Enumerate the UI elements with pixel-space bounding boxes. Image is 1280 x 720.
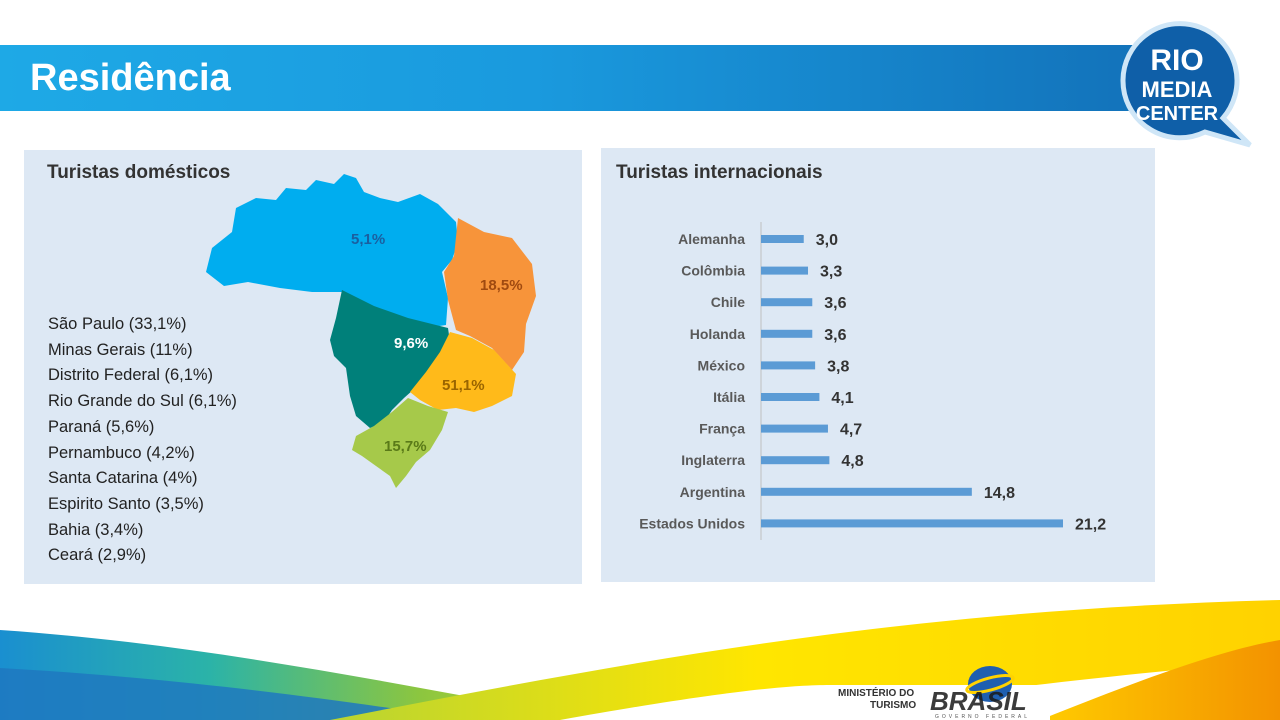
region-north [206,174,458,328]
bar [761,393,820,401]
region-center-west [330,290,450,428]
state-item: Paraná (5,6%) [48,417,155,436]
international-bar-chart: Alemanha 3,0 Colômbia 3,3 Chile 3,6 Holanda 3,6… [639,222,1106,540]
label-center-west: 9,6% [394,335,428,352]
bar [761,329,813,338]
state-item: Santa Catarina (4%) [48,469,198,488]
bar [761,519,1063,528]
category-label: França [699,421,745,437]
bar [761,361,816,370]
title-bar: Residência [0,45,1180,111]
category-label: Argentina [680,484,746,500]
value-label: 4,7 [840,422,862,439]
brasil-subtitle: GOVERNO FEDERAL [935,714,1030,720]
category-label: México [698,357,745,373]
region-south [352,398,448,488]
footer-decoration: MINISTÉRIO DO TURISMO BRASIL GOVERNO FED… [0,600,1280,720]
brazil-map: 5,1% 18,5% 9,6% 51,1% 15,7% [206,174,536,488]
state-item: Rio Grande do Sul (6,1%) [48,392,237,411]
state-item: Bahia (3,4%) [48,520,144,539]
region-southeast [410,332,516,412]
bar [761,266,809,275]
value-label: 3,8 [827,358,849,375]
category-label: Alemanha [678,231,745,247]
international-panel: Turistas internacionais Alemanha 3,0 Colôm… [601,148,1155,582]
ministry-line-2: TURISMO [870,700,916,711]
logo-line-2: MEDIA [1142,77,1213,102]
state-list: São Paulo (33,1%) Minas Gerais (11%) Dis… [48,312,237,569]
category-label: Holanda [690,326,745,342]
category-label: Itália [713,389,745,405]
state-item: Minas Gerais (11%) [48,340,193,359]
value-label: 3,6 [824,295,846,312]
region-northeast [444,218,536,370]
state-item: São Paulo (33,1%) [48,315,187,333]
bar [761,487,972,496]
value-label: 4,8 [841,453,863,470]
domestic-panel: Turistas domésticos 5,1% 18,5% 9,6% 51,1… [24,150,582,584]
label-northeast: 18,5% [480,277,523,294]
state-item: Pernambuco (4,2%) [48,443,195,462]
domestic-title: Turistas domésticos [47,162,231,183]
category-label: Colômbia [681,263,745,279]
bar [761,235,804,243]
rio-media-center-logo: RIO MEDIA CENTER [1120,21,1252,148]
category-label: Chile [711,294,745,310]
bar [761,456,830,465]
value-label: 3,0 [816,232,838,249]
brasil-wordmark: BRASIL [930,686,1027,716]
value-label: 3,3 [820,264,842,281]
logo-line-1: RIO [1150,44,1203,77]
value-label: 21,2 [1075,516,1106,533]
category-label: Inglaterra [681,452,745,468]
state-item: Distrito Federal (6,1%) [48,366,214,385]
category-label: Estados Unidos [639,515,745,531]
label-north: 5,1% [351,231,385,248]
state-item: Ceará (2,9%) [48,546,147,565]
state-item: Espirito Santo (3,5%) [48,494,204,513]
logo-line-3: CENTER [1136,103,1219,125]
bar [761,298,813,307]
page-title: Residência [30,57,231,99]
value-label: 14,8 [984,485,1015,502]
label-south: 15,7% [384,438,427,455]
value-label: 3,6 [824,327,846,344]
chart-title: Turistas internacionais [616,162,823,183]
bar [761,424,828,433]
label-southeast: 51,1% [442,377,485,394]
ministry-line-1: MINISTÉRIO DO [838,686,914,699]
value-label: 4,1 [831,390,853,407]
